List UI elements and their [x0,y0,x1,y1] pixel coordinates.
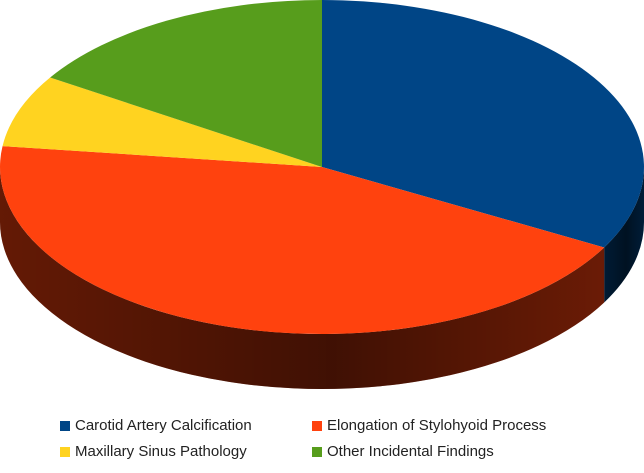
legend-item-maxillary-sinus-pathology: Maxillary Sinus Pathology [60,443,300,461]
legend-label-maxillary-sinus-pathology: Maxillary Sinus Pathology [75,443,247,460]
legend-swatch-elongation-of-stylohyoid-process [312,421,322,431]
pie-side-group [0,167,644,389]
legend-swatch-maxillary-sinus-pathology [60,447,70,457]
pie-slice-side-shade-elongation-of-stylohyoid-process [0,167,605,389]
pie-slice-carotid-artery-calcification [322,0,644,248]
legend-label-elongation-of-stylohyoid-process: Elongation of Stylohyoid Process [327,417,547,434]
legend-label-other-incidental-findings: Other Incidental Findings [327,443,494,460]
legend-item-elongation-of-stylohyoid-process: Elongation of Stylohyoid Process [312,417,602,435]
legend-swatch-other-incidental-findings [312,447,322,457]
legend: Carotid Artery Calcification Elongation … [60,417,620,461]
legend-item-carotid-artery-calcification: Carotid Artery Calcification [60,417,300,435]
pie-slice-maxillary-sinus-pathology [2,77,322,167]
legend-item-other-incidental-findings: Other Incidental Findings [312,443,602,461]
pie-slice-elongation-of-stylohyoid-process [0,146,605,334]
pie-slice-side-shade-carotid-artery-calcification [604,167,644,303]
legend-label-carotid-artery-calcification: Carotid Artery Calcification [75,417,252,434]
pie-top-group [0,0,644,334]
pie-slice-other-incidental-findings [50,0,322,167]
legend-swatch-carotid-artery-calcification [60,421,70,431]
